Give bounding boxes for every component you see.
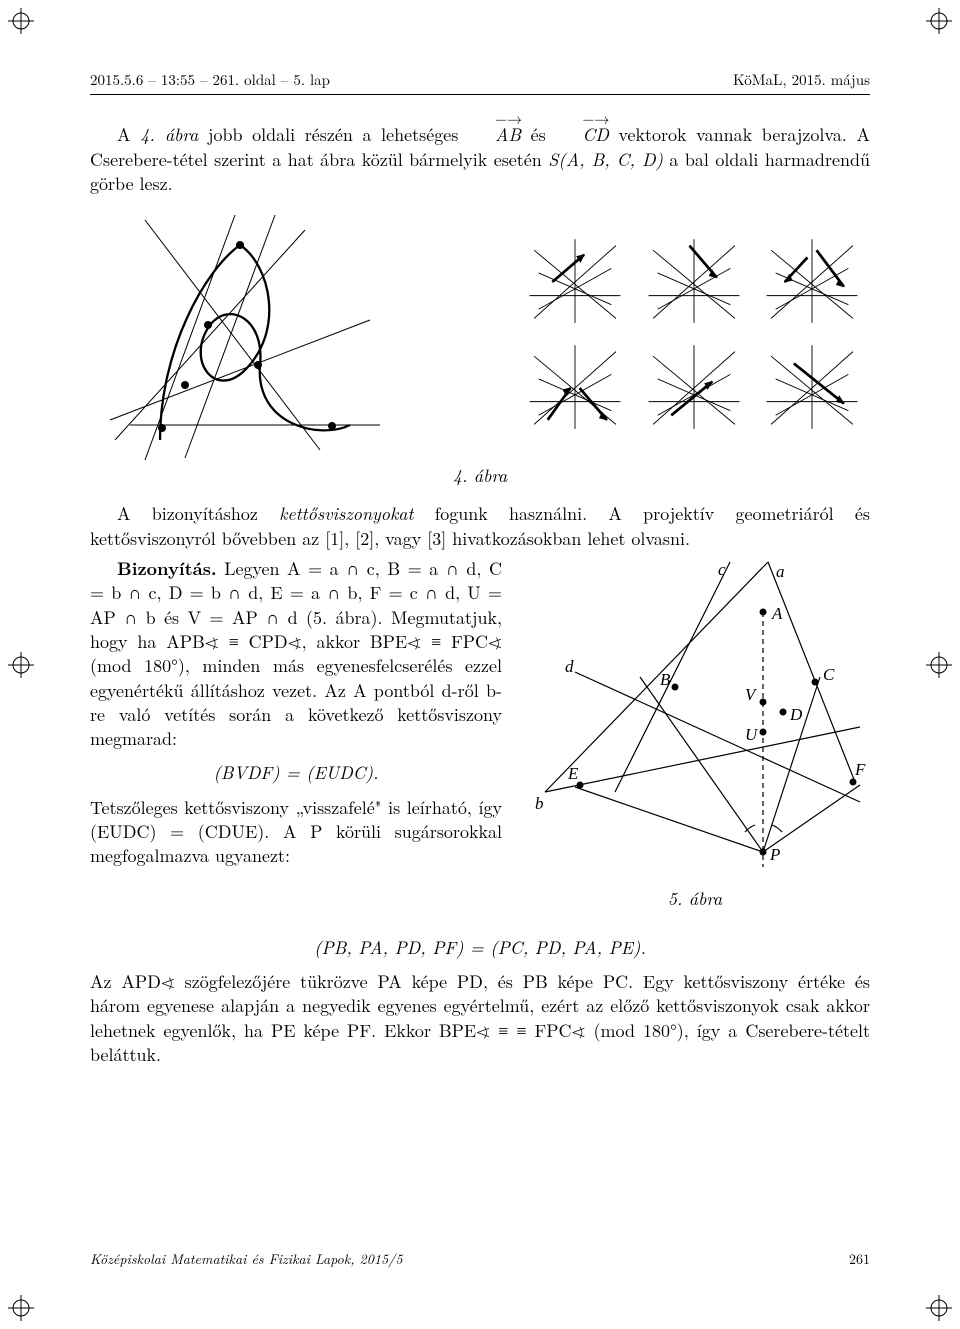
para-2: A bizonyításhoz kettősviszonyokat fogunk… (90, 502, 870, 551)
display-2: (PB, PA, PD, PF) = (PC, PD, PA, PE). (90, 936, 870, 960)
svg-text:d: d (565, 657, 574, 676)
cropmark-ml (8, 652, 34, 678)
svg-text:E: E (567, 764, 579, 783)
figure-4 (90, 210, 870, 460)
cropmark-br (926, 1295, 952, 1321)
cropmark-tr (926, 8, 952, 34)
svg-text:F: F (854, 760, 866, 779)
page: 2015.5.6 – 13:55 – 261. oldal – 5. lap K… (0, 0, 960, 1329)
para-3: Tetszőleges kettősviszony „visszafelé" i… (90, 796, 502, 869)
svg-text:C: C (823, 665, 835, 684)
para-4: Az APD∢ szögfelezőjére tükrözve PA képe … (90, 970, 870, 1067)
svg-text:b: b (535, 794, 544, 813)
svg-text:c: c (718, 560, 726, 579)
figure-5: c a A d B C D V U E F b P (520, 557, 870, 877)
svg-text:P: P (769, 845, 780, 864)
svg-text:V: V (745, 685, 758, 704)
display-1: (BVDF) = (EUDC). (90, 761, 502, 785)
para-1: A 4. ábra jobb oldali részén a lehetsége… (90, 123, 870, 196)
head-left: 2015.5.6 – 13:55 – 261. oldal – 5. lap (90, 70, 330, 90)
svg-text:B: B (660, 670, 671, 689)
svg-text:A: A (771, 604, 783, 623)
head-right: KöMaL, 2015. május (733, 70, 870, 90)
figure-5-caption: 5. ábra (520, 887, 870, 911)
footer: Középiskolai Matematikai és Fizikai Lapo… (90, 1250, 870, 1269)
figure-4-minis (520, 232, 870, 438)
proof-block: Bizonyítás. Legyen A = a ∩ c, B = a ∩ d,… (90, 557, 870, 926)
cropmark-mr (926, 652, 952, 678)
cropmark-tl (8, 8, 34, 34)
figure-4-left (90, 210, 390, 460)
running-head: 2015.5.6 – 13:55 – 261. oldal – 5. lap K… (90, 70, 870, 90)
proof-text: Bizonyítás. Legyen A = a ∩ c, B = a ∩ d,… (90, 557, 502, 751)
page-number: 261 (849, 1250, 870, 1269)
head-rule (90, 94, 870, 95)
svg-text:D: D (789, 705, 803, 724)
cropmark-bl (8, 1295, 34, 1321)
svg-text:a: a (776, 562, 785, 581)
figure-4-caption: 4. ábra (90, 464, 870, 488)
footer-left: Középiskolai Matematikai és Fizikai Lapo… (90, 1250, 402, 1269)
svg-text:U: U (745, 725, 759, 744)
